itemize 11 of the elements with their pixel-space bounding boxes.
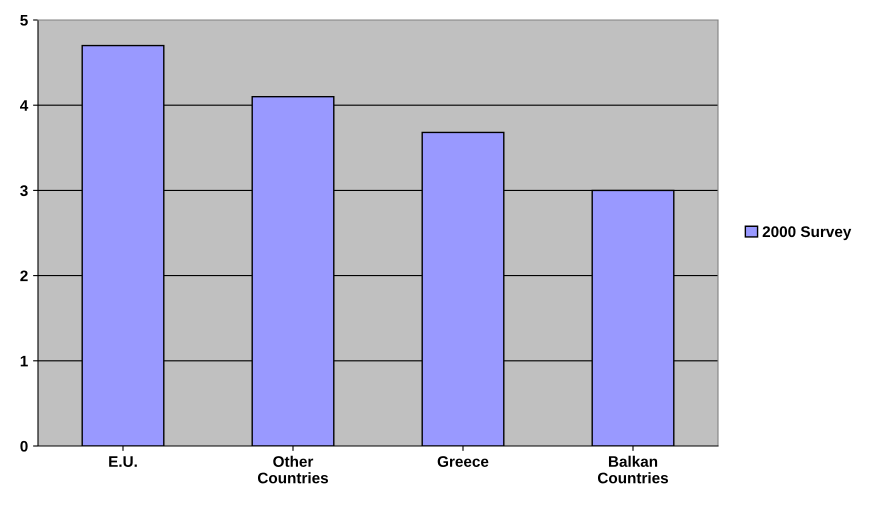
x-tick-label: Balkan Countries <box>598 456 668 484</box>
x-tick-label: Other Countries <box>258 456 328 484</box>
y-tick-label: 5 <box>20 15 28 26</box>
y-tick-label: 2 <box>20 270 28 282</box>
y-tick-label: 0 <box>20 440 28 452</box>
y-tick-label: 1 <box>20 356 28 366</box>
x-tick-label: Greece <box>438 456 488 467</box>
y-tick-label: 4 <box>20 100 28 111</box>
y-tick-label: 3 <box>20 185 28 196</box>
legend-label: 2000 Survey <box>762 226 852 240</box>
x-tick-label: E.U. <box>109 456 137 467</box>
